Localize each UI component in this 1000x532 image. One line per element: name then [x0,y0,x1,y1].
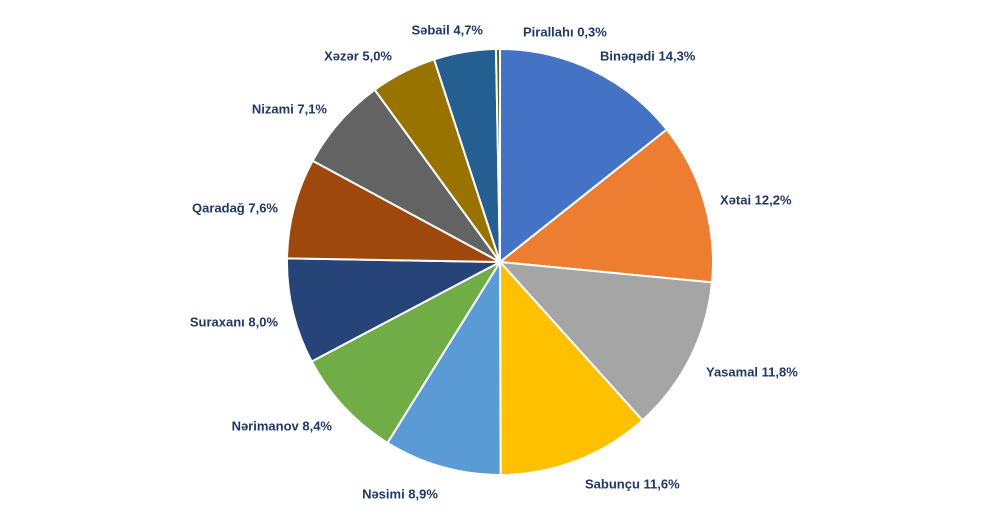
slice-label: Yasamal 11,8% [706,364,798,379]
pie-slice [494,47,501,263]
slice-label: Binəqədi 14,3% [600,48,696,63]
pie-slice [310,259,503,445]
slice-label: Nəsimi 8,9% [362,486,438,501]
slice-label: Nərimanov 8,4% [232,418,333,433]
slice-label: Suraxanı 8,0% [190,314,279,329]
pie-slices [286,47,714,477]
pie-slice [499,47,669,265]
slice-label: Qaradağ 7,6% [192,200,278,215]
slice-label: Xətai 12,2% [720,192,792,207]
slice-label: Nizami 7,1% [252,101,328,116]
pie-slice [286,159,501,263]
slice-label: Səbail 4,7% [411,22,483,37]
slice-label: Pirallahı 0,3% [523,24,607,39]
pie-slice [497,128,714,284]
pie-slice [498,259,644,477]
pie-slice [386,258,502,477]
slice-label: Xəzər 5,0% [324,48,392,63]
pie-slice [286,257,501,363]
slice-label: Sabunçu 11,6% [585,476,680,491]
pie-slice [497,260,714,422]
pie-labels: Binəqədi 14,3% Xətai 12,2% Yasamal 11,8% Sa… [190,22,798,501]
